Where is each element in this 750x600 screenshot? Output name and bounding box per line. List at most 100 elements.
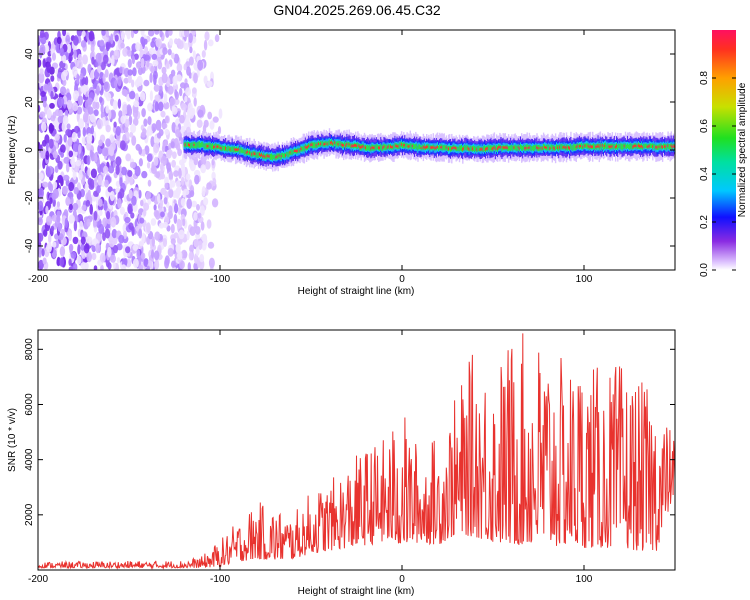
spectrogram-ridge-slice (512, 145, 514, 151)
spectrogram-ridge-slice (242, 148, 244, 153)
spectrogram-ridge-slice (623, 144, 626, 148)
spectrogram-noise-blob (111, 55, 115, 66)
spectrogram-noise-blob (42, 58, 46, 68)
spectrogram-ridge-slice (241, 148, 243, 154)
spectrogram-noise-blob (105, 105, 110, 114)
spectrogram-ridge-slice (402, 142, 404, 149)
spectrogram-noise-blob (167, 247, 174, 257)
spectrogram-noise-blob (193, 212, 198, 221)
spectrogram-ridge-slice (554, 146, 557, 151)
spectrogram-ridge-slice (667, 144, 669, 147)
spectrogram-ridge-slice (227, 145, 229, 152)
spectrogram-noise-blob (54, 109, 61, 117)
spectrogram-ridge-slice (659, 143, 662, 150)
spectrogram-noise-blob (168, 30, 173, 36)
spectrogram-noise-blob (150, 218, 157, 226)
spectrogram-noise-blob (80, 262, 87, 270)
spectrogram-noise-blob (126, 106, 133, 117)
spectrogram-noise-blob (203, 197, 209, 206)
spectrogram-noise-blob (146, 265, 150, 270)
spectrogram-noise-blob (65, 162, 70, 173)
spectrogram-noise-blob (58, 233, 64, 241)
spectrogram-noise-blob (103, 165, 109, 174)
spectrogram-noise-blob (170, 223, 175, 234)
spectrogram-noise-blob (120, 166, 127, 176)
spectrogram-ridge-slice (445, 146, 448, 149)
spectrogram-ridge-slice (289, 151, 291, 154)
spectrogram-ridge-slice (570, 143, 572, 150)
spectrogram-ridge-slice (303, 145, 306, 152)
spectrogram-noise-blob (39, 30, 45, 38)
spectrogram-noise-blob (76, 73, 80, 85)
spectrogram-ridge-slice (660, 145, 663, 148)
spectrogram-noise-blob (84, 182, 89, 193)
spectrogram-ridge-slice (509, 145, 511, 151)
spectrogram-noise-blob (123, 77, 129, 84)
spectrogram-noise-blob (180, 102, 187, 111)
spectrogram-ridge-slice (192, 142, 194, 149)
spectrogram-ridge-slice (533, 145, 535, 152)
spectrogram-noise-blob (179, 87, 183, 97)
spectrogram-noise-blob (154, 231, 161, 241)
spectrogram-noise-blob (99, 96, 103, 103)
spectrogram-noise-blob (191, 200, 198, 208)
spectrogram-x-axis: -200 -100 0 100 (28, 30, 593, 285)
spectrogram-ridge-slice (514, 144, 516, 151)
spectrogram-noise-blob (93, 210, 98, 221)
spectrogram-noise-blob (80, 151, 84, 161)
spectrogram-noise-blob (38, 72, 45, 84)
spectrogram-noise-blob (57, 96, 65, 107)
spectrogram-noise-blob (189, 226, 196, 237)
spectrogram-noise-blob (119, 177, 123, 187)
spectrogram-ridge-slice (657, 144, 659, 150)
spectrogram-noise-blob (38, 249, 42, 258)
spectrogram-ridge-slice (537, 146, 539, 150)
snr-ytick-label: 2000 (24, 503, 35, 526)
spectrogram-noise-blob (185, 87, 191, 97)
spectrogram-noise-blob (82, 112, 89, 123)
spectrogram-ridge-slice (357, 142, 359, 149)
spectrogram-ridge-slice (403, 144, 405, 147)
spectrogram-ridge-slice (620, 143, 622, 150)
spectrogram-noise-blob (124, 216, 131, 224)
spectrogram-noise-blob (171, 122, 176, 133)
spectrogram-noise-blob (38, 172, 44, 181)
spectrogram-noise-blob (193, 72, 198, 84)
spectrogram-ridge-slice (634, 144, 636, 148)
spectrogram-noise-blob (188, 32, 193, 44)
spectrogram-noise-blob (153, 156, 159, 166)
spectrogram-noise-blob (39, 111, 46, 118)
spectrogram-ridge-slice (279, 153, 282, 160)
spectrogram-ridge-slice (598, 146, 600, 149)
spectrogram-noise-blob (164, 258, 170, 269)
spectrogram-ridge-slice (331, 141, 333, 144)
spectrogram-noise-blob (117, 98, 122, 109)
spectrogram-noise-blob (193, 238, 199, 248)
spectrogram-ridge-slice (391, 146, 393, 149)
spectrogram-ridge-slice (507, 146, 510, 151)
spectrogram-ridge-slice (477, 146, 479, 152)
spectrogram-noise-blob (193, 97, 197, 107)
colorbar-tick-label: 0.8 (699, 71, 710, 85)
spectrogram-noise-blob (118, 234, 125, 244)
spectrogram-noise-blob (206, 182, 212, 190)
spectrogram-noise-blob (72, 236, 79, 245)
spectrogram-noise-blob (81, 136, 87, 145)
spectrogram-noise-blob (114, 79, 118, 88)
spectrogram-noise-blob (139, 91, 146, 102)
spectrogram-ridge-slice (225, 146, 227, 150)
spectrogram-ridge-slice (237, 148, 239, 151)
spectrogram-noise-blob (40, 148, 47, 159)
spectrogram-noise-blob (60, 151, 64, 158)
spectrogram-ridge-slice (347, 142, 349, 148)
spectrogram-ridge-slice (587, 144, 589, 148)
spectrogram-ridge-slice (527, 146, 529, 149)
spectrogram-ridge-slice (369, 145, 371, 152)
spectrogram-noise-blob (166, 149, 172, 159)
spectrogram-ridge-slice (625, 144, 628, 149)
spectrogram-ridge-slice (245, 151, 248, 154)
spectrogram-noise-blob (151, 165, 157, 175)
spectrogram-noise-blob (57, 175, 64, 184)
colorbar-ticks: 0.0 0.2 0.4 0.6 0.8 (699, 71, 736, 277)
spectrogram-noise-blob (162, 47, 168, 55)
